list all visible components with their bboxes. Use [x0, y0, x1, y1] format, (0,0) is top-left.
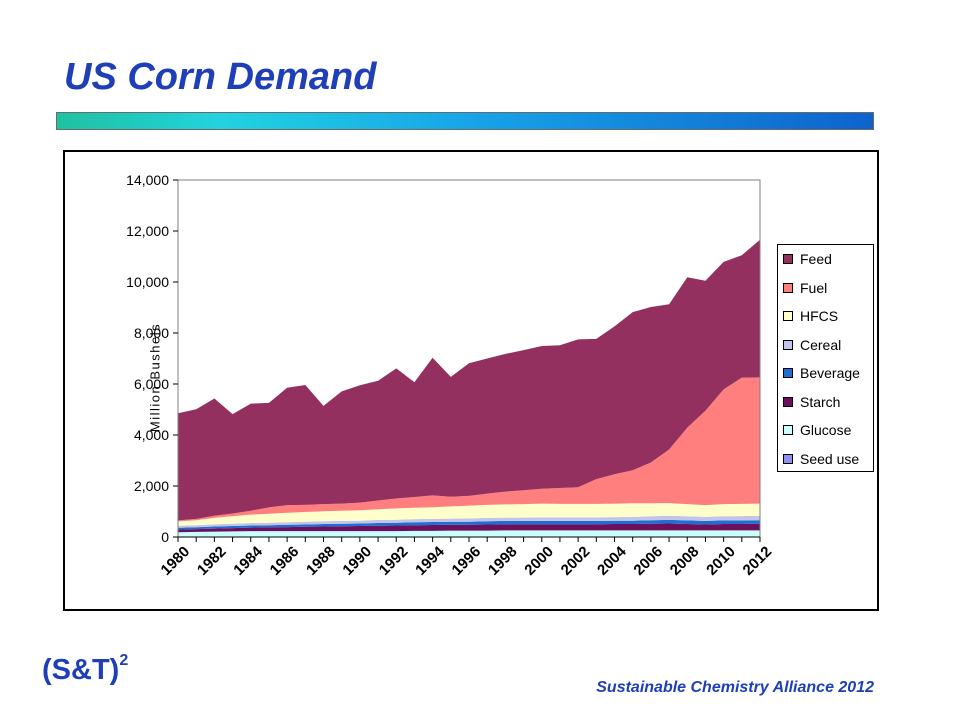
x-tick-label: 2012	[740, 543, 776, 579]
x-tick-label: 1980	[158, 543, 194, 579]
x-tick-label: 1988	[303, 543, 339, 579]
y-tick-label: 0	[161, 529, 169, 545]
x-tick-label: 2006	[630, 543, 666, 579]
legend-label: Seed use	[800, 450, 860, 467]
logo-superscript: 2	[119, 652, 129, 669]
legend-swatch	[783, 311, 793, 321]
legend-swatch	[783, 453, 793, 464]
area-starch	[178, 523, 760, 533]
x-tick-label: 1998	[485, 543, 521, 579]
x-tick-label: 2002	[558, 543, 594, 579]
x-tick-label: 1992	[376, 543, 412, 579]
legend-label: Fuel	[800, 279, 828, 296]
y-axis-label: Million Bushels	[147, 322, 163, 433]
area-feed	[178, 239, 760, 521]
y-tick-label: 8,000	[134, 325, 169, 341]
legend-label: Feed	[800, 251, 832, 267]
legend-swatch	[783, 339, 793, 350]
x-tick-label: 1984	[230, 543, 266, 579]
legend-item: Seed use	[778, 449, 859, 469]
sandt-logo: (S&T)2	[42, 652, 129, 687]
slide-title: US Corn Demand	[64, 56, 377, 98]
y-tick-label: 6,000	[134, 376, 169, 392]
legend-swatch	[783, 396, 793, 407]
area-beverage	[178, 519, 760, 530]
legend-label: Glucose	[800, 422, 852, 438]
x-tick-label: 1994	[412, 543, 448, 579]
y-tick-label: 14,000	[126, 172, 169, 188]
x-tick-label: 2004	[594, 543, 630, 579]
x-tick-label: 1982	[194, 543, 230, 579]
x-tick-label: 1990	[339, 543, 375, 579]
legend-item: Fuel	[778, 278, 827, 298]
legend-label: Cereal	[800, 336, 842, 353]
legend-label: Beverage	[800, 365, 860, 381]
y-tick-label: 12,000	[126, 223, 169, 239]
y-tick-label: 2,000	[134, 478, 169, 494]
x-tick-label: 2010	[703, 543, 739, 579]
legend-swatch	[783, 425, 793, 435]
chart-frame: 0 2,000 4,000 6,000 8,000 10,000 12,000 14,000 1…	[63, 150, 879, 611]
area-fuel	[178, 377, 760, 522]
legend-swatch	[783, 254, 793, 264]
legend-item: Starch	[778, 392, 840, 412]
logo-text: (S&T)	[42, 654, 120, 686]
legend-item: HFCS	[778, 306, 838, 326]
legend-item: Glucose	[778, 420, 851, 440]
y-tick-label: 4,000	[134, 427, 169, 443]
legend-item: Beverage	[778, 363, 860, 383]
legend-swatch	[783, 368, 793, 378]
x-tick-label: 1986	[267, 543, 303, 579]
x-tick-label: 1996	[449, 543, 485, 579]
x-tick-label: 2000	[521, 543, 557, 579]
stacked-area-chart: 0 2,000 4,000 6,000 8,000 10,000 12,000 14,000 1…	[126, 172, 776, 579]
legend-swatch	[783, 282, 793, 293]
chart-legend: Feed Fuel HFCS Cereal Beverage Starch Glucose S…	[777, 244, 874, 472]
x-tick-label: 2008	[667, 543, 703, 579]
legend-label: Starch	[800, 393, 841, 410]
title-gradient-bar	[56, 112, 874, 130]
legend-item: Cereal	[778, 335, 841, 355]
area-hfcs	[178, 503, 760, 526]
legend-label: HFCS	[800, 308, 839, 324]
area-cereal	[178, 515, 760, 528]
area-glucose	[178, 530, 760, 537]
legend-item: Feed	[778, 249, 832, 269]
y-tick-label: 10,000	[126, 274, 169, 290]
footer-text: Sustainable Chemistry Alliance 2012	[596, 679, 874, 696]
